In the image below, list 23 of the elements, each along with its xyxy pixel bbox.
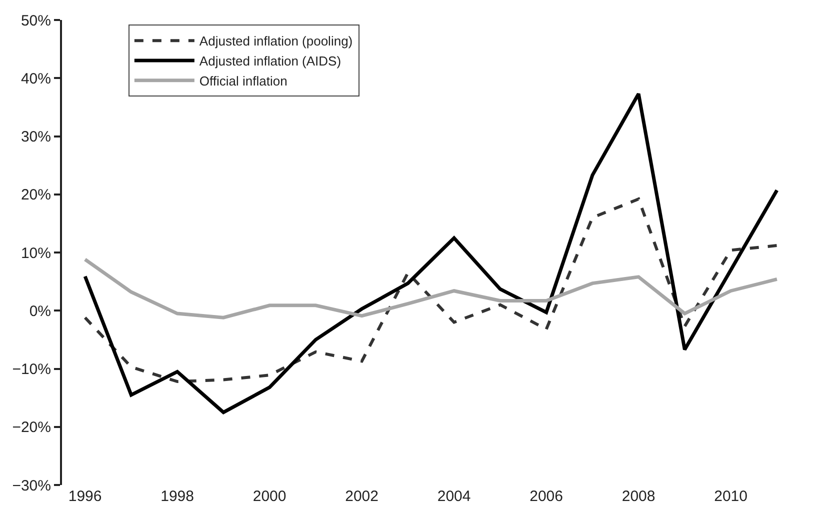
line-series: [83, 92, 779, 414]
x-tick-label: 2008: [622, 488, 656, 505]
x-tick-label: 2004: [437, 488, 471, 505]
x-tick-label: 2010: [714, 488, 748, 505]
y-tick-label: −20%: [12, 419, 51, 436]
y-tick-label: 40%: [20, 70, 51, 88]
y-tick-label: 30%: [20, 128, 51, 146]
legend-label: Official inflation: [199, 73, 288, 88]
x-tick-label: 2002: [345, 488, 378, 505]
x-tick-label: 1998: [160, 488, 194, 505]
line-series: [84, 198, 778, 384]
y-tick-label: −10%: [12, 361, 51, 378]
y-tick-label: 0%: [29, 302, 51, 320]
x-tick-label: 2006: [530, 488, 563, 505]
y-tick-label: 10%: [20, 244, 51, 262]
line-series: [83, 258, 779, 320]
legend-label: Adjusted inflation (pooling): [199, 34, 353, 49]
y-tick-label: −30%: [12, 477, 51, 494]
y-tick-label: 50%: [20, 12, 51, 30]
y-tick-label: 20%: [20, 186, 51, 204]
x-tick-label: 2000: [252, 488, 286, 505]
legend-label: Adjusted inflation (AIDS): [199, 54, 342, 69]
x-tick-label: 1996: [68, 488, 102, 505]
